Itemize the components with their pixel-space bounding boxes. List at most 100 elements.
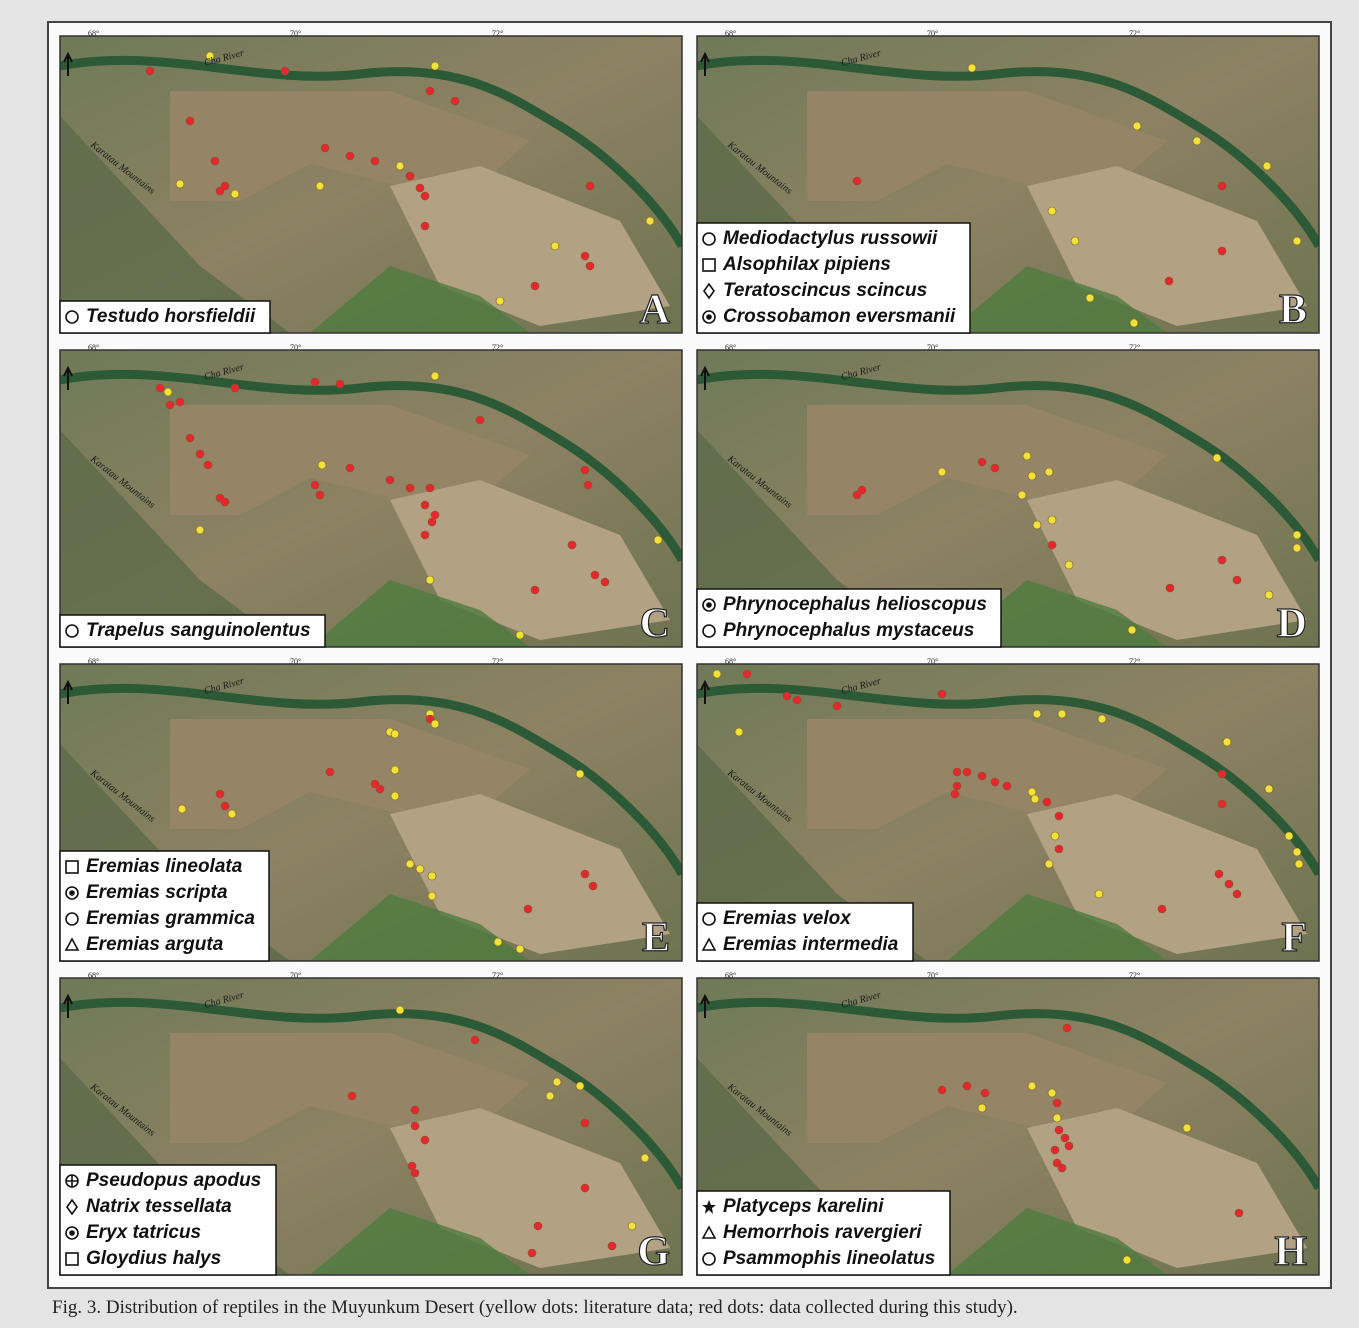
occurrence-dot [406, 860, 414, 868]
legend-label: Teratoscincus scincus [723, 280, 927, 301]
occurrence-dot [1045, 860, 1053, 868]
occurrence-dot [516, 945, 524, 953]
legend-label: Eremias intermedia [723, 934, 899, 955]
occurrence-dot [1130, 319, 1138, 327]
occurrence-dot [1098, 715, 1106, 723]
legend-label: Eremias velox [723, 908, 852, 929]
occurrence-dot [1003, 782, 1011, 790]
occurrence-dot [1218, 770, 1226, 778]
occurrence-dot [411, 1122, 419, 1130]
occurrence-dot [386, 476, 394, 484]
occurrence-dot [1158, 905, 1166, 913]
occurrence-dot [1263, 162, 1271, 170]
occurrence-dot [1045, 468, 1053, 476]
occurrence-dot [991, 778, 999, 786]
occurrence-dot [1218, 247, 1226, 255]
occurrence-dot [524, 905, 532, 913]
panel-letter: F [1281, 915, 1307, 961]
occurrence-dot [981, 1089, 989, 1097]
occurrence-dot [431, 720, 439, 728]
legend: Trapelus sanguinolentus [60, 615, 325, 647]
occurrence-dot [793, 696, 801, 704]
occurrence-dot [428, 518, 436, 526]
occurrence-dot [1018, 491, 1026, 499]
occurrence-dot [326, 768, 334, 776]
occurrence-dot [176, 398, 184, 406]
occurrence-dot [1086, 294, 1094, 302]
occurrence-dot [476, 416, 484, 424]
occurrence-dot [534, 1222, 542, 1230]
legend: Eremias lineolataEremias scriptaEremias … [60, 851, 269, 961]
occurrence-dot [1265, 785, 1273, 793]
occurrence-dot [1048, 516, 1056, 524]
occurrence-dot [1048, 541, 1056, 549]
occurrence-dot [953, 782, 961, 790]
occurrence-dot [1293, 848, 1301, 856]
occurrence-dot [991, 464, 999, 472]
occurrence-dot [164, 388, 172, 396]
occurrence-dot [316, 491, 324, 499]
occurrence-dot [316, 182, 324, 190]
legend-label: Eryx tatricus [86, 1222, 201, 1243]
occurrence-dot [1053, 1099, 1061, 1107]
occurrence-dot [1235, 1209, 1243, 1217]
occurrence-dot [546, 1092, 554, 1100]
map-panel: 68°70°72°Cha RiverKaratau MountainsMedio… [697, 29, 1319, 333]
occurrence-dot [396, 1006, 404, 1014]
occurrence-dot [451, 97, 459, 105]
occurrence-dot [204, 461, 212, 469]
legend-label: Natrix tessellata [86, 1196, 232, 1217]
occurrence-dot [1058, 710, 1066, 718]
occurrence-dot [231, 384, 239, 392]
occurrence-dot [178, 805, 186, 813]
occurrence-dot [938, 468, 946, 476]
occurrence-dot [471, 1036, 479, 1044]
occurrence-dot [646, 217, 654, 225]
legend-symbol-dot [69, 1230, 75, 1236]
occurrence-dot [186, 117, 194, 125]
occurrence-dot [1213, 454, 1221, 462]
occurrence-dot [1033, 521, 1041, 529]
legend-symbol-dot [706, 314, 712, 320]
legend: Platyceps kareliniHemorrhois ravergieriP… [697, 1191, 950, 1275]
occurrence-dot [416, 865, 424, 873]
occurrence-dot [421, 501, 429, 509]
occurrence-dot [581, 1119, 589, 1127]
occurrence-dot [156, 384, 164, 392]
legend-label: Mediodactylus russowii [723, 228, 938, 249]
occurrence-dot [416, 184, 424, 192]
occurrence-dot [346, 464, 354, 472]
occurrence-dot [1048, 207, 1056, 215]
occurrence-dot [348, 1092, 356, 1100]
occurrence-dot [1293, 544, 1301, 552]
occurrence-dot [406, 484, 414, 492]
occurrence-dot [853, 177, 861, 185]
occurrence-dot [601, 578, 609, 586]
occurrence-dot [713, 670, 721, 678]
occurrence-dot [318, 461, 326, 469]
occurrence-dot [1071, 237, 1079, 245]
occurrence-dot [211, 157, 219, 165]
occurrence-dot [1295, 860, 1303, 868]
occurrence-dot [1063, 1024, 1071, 1032]
occurrence-dot [968, 64, 976, 72]
occurrence-dot [1166, 584, 1174, 592]
panel-letter: H [1274, 1229, 1307, 1275]
occurrence-dot [321, 144, 329, 152]
legend-label: Crossobamon eversmanii [723, 306, 956, 327]
legend: Phrynocephalus helioscopusPhrynocephalus… [697, 589, 1001, 647]
occurrence-dot [963, 768, 971, 776]
occurrence-dot [391, 730, 399, 738]
occurrence-dot [281, 67, 289, 75]
legend: Eremias velox Eremias intermedia [697, 903, 913, 961]
occurrence-dot [346, 152, 354, 160]
occurrence-dot [336, 380, 344, 388]
occurrence-dot [978, 1104, 986, 1112]
occurrence-dot [1065, 561, 1073, 569]
occurrence-dot [1265, 591, 1273, 599]
map-panel: 68°70°72°Cha RiverKaratau MountainsPhryn… [697, 343, 1319, 647]
occurrence-dot [428, 892, 436, 900]
occurrence-dot [196, 450, 204, 458]
